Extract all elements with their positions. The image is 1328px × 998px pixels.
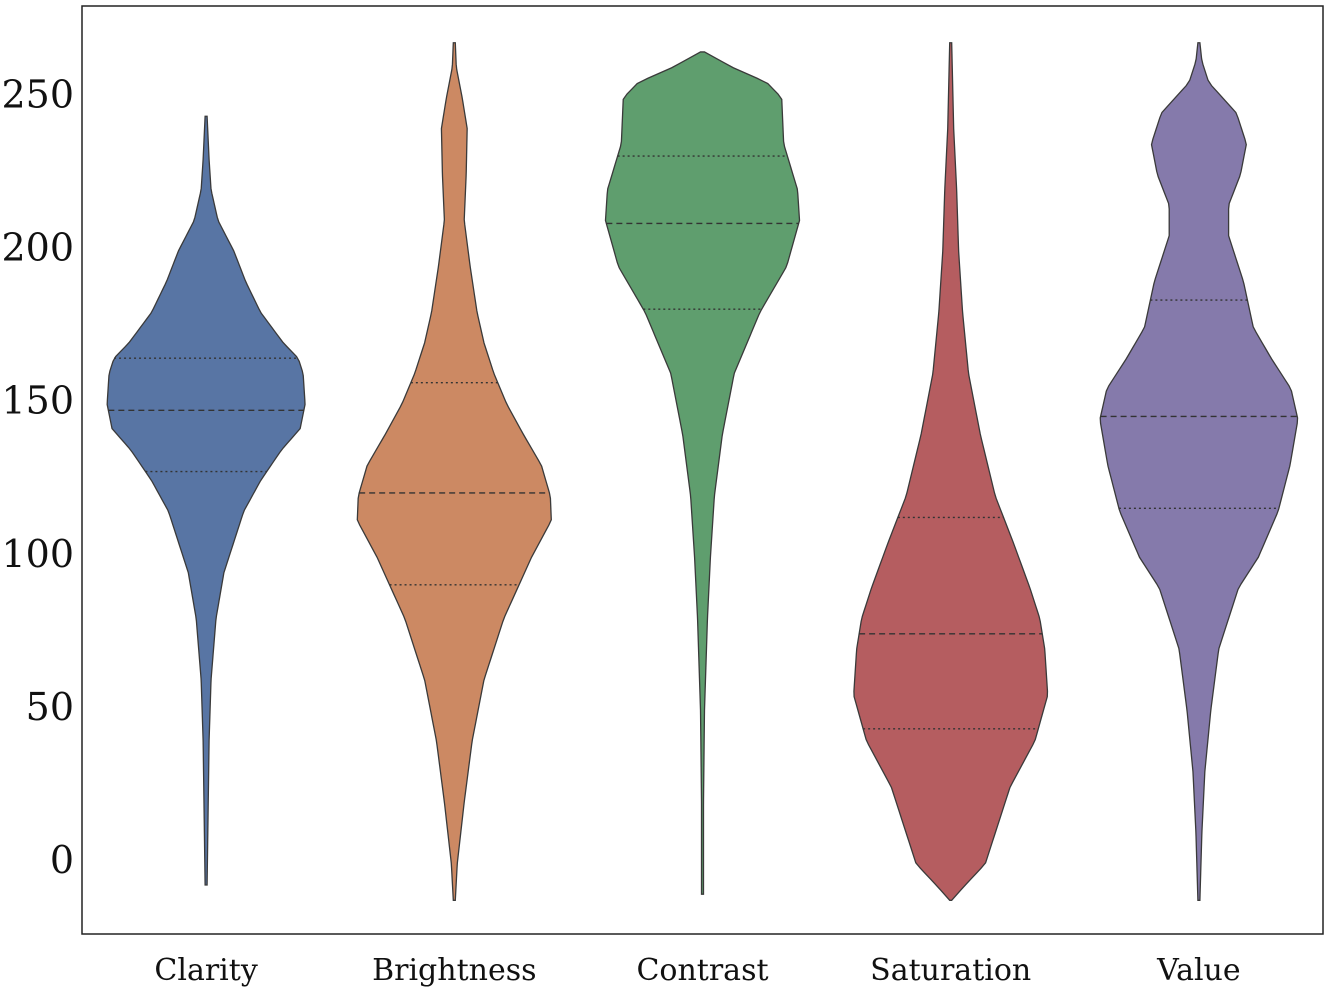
x-tick-label-contrast: Contrast	[636, 953, 768, 988]
x-tick-label-brightness: Brightness	[372, 953, 536, 988]
y-axis-ticks: 0 50 100 150 200 250	[1, 72, 74, 882]
violin-saturation	[853, 42, 1049, 901]
y-tick-label: 200	[1, 226, 74, 270]
violin-body-saturation	[853, 42, 1049, 901]
violin-brightness	[356, 42, 552, 901]
y-tick-label: 250	[1, 72, 74, 116]
y-tick-label: 50	[26, 685, 74, 729]
violin-body-clarity	[106, 115, 306, 886]
violin-clarity	[106, 115, 306, 886]
violin-body-contrast	[604, 51, 801, 895]
violin-body-value	[1099, 42, 1299, 901]
violin-value	[1099, 42, 1299, 901]
y-tick-label: 0	[50, 838, 74, 882]
violin-body-brightness	[356, 42, 552, 901]
x-tick-label-clarity: Clarity	[154, 953, 257, 988]
x-tick-label-value: Value	[1156, 953, 1240, 988]
y-tick-label: 150	[1, 379, 74, 423]
x-axis-labels: Clarity Brightness Contrast Saturation Value	[154, 953, 1240, 988]
violin-contrast	[604, 51, 801, 895]
plot-frame	[81, 5, 1324, 935]
violin-group	[106, 42, 1299, 901]
x-tick-label-saturation: Saturation	[870, 953, 1031, 988]
y-tick-label: 100	[1, 532, 74, 576]
